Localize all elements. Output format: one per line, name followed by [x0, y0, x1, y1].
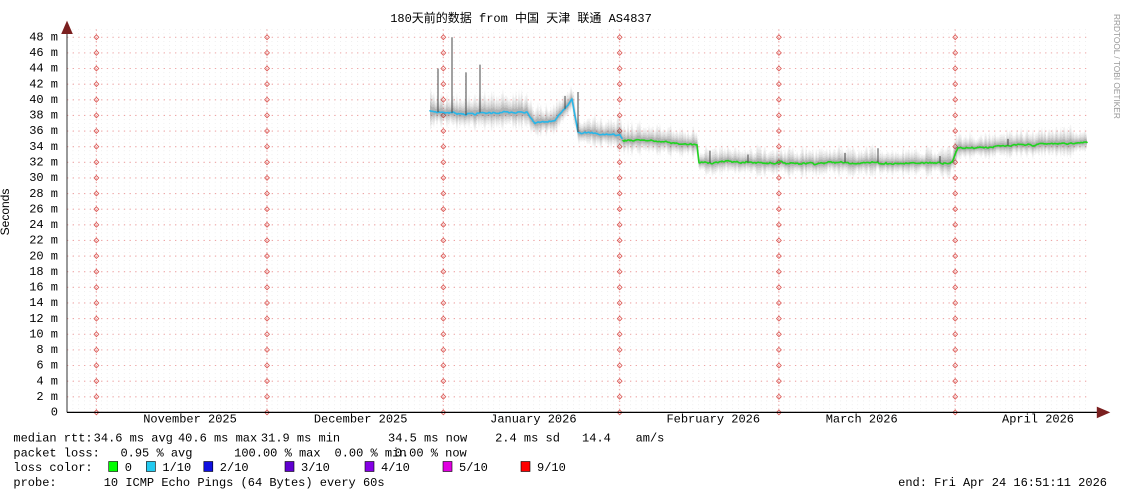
- svg-text:34.5 ms now: 34.5 ms now: [388, 432, 468, 446]
- svg-text:4 m: 4 m: [36, 374, 58, 388]
- svg-text:20 m: 20 m: [29, 249, 58, 263]
- svg-text:34 m: 34 m: [29, 140, 58, 154]
- svg-text:18 m: 18 m: [29, 265, 58, 279]
- svg-text:2 m: 2 m: [36, 390, 58, 404]
- svg-text:January 2026: January 2026: [490, 413, 576, 427]
- svg-text:42 m: 42 m: [29, 77, 58, 91]
- svg-text:0.95 % avg: 0.95 % avg: [120, 446, 192, 460]
- svg-text:RRDTOOL / TOBI OETIKER: RRDTOOL / TOBI OETIKER: [1112, 14, 1121, 119]
- svg-text:38 m: 38 m: [29, 109, 58, 123]
- svg-text:44 m: 44 m: [29, 62, 58, 76]
- svg-text:am/s: am/s: [636, 432, 665, 446]
- svg-text:November 2025: November 2025: [143, 413, 237, 427]
- svg-text:2.4 ms sd: 2.4 ms sd: [495, 432, 560, 446]
- svg-text:December 2025: December 2025: [314, 413, 408, 427]
- svg-text:0: 0: [125, 461, 132, 475]
- svg-text:12 m: 12 m: [29, 312, 58, 326]
- svg-text:26 m: 26 m: [29, 202, 58, 216]
- svg-text:0: 0: [51, 406, 58, 420]
- svg-text:probe:: probe:: [13, 476, 56, 490]
- svg-text:34.6 ms avg: 34.6 ms avg: [94, 432, 173, 446]
- svg-text:end: Fri Apr 24 16:51:11 2026: end: Fri Apr 24 16:51:11 2026: [898, 476, 1107, 490]
- svg-text:30 m: 30 m: [29, 171, 58, 185]
- svg-text:22 m: 22 m: [29, 234, 58, 248]
- svg-text:40 m: 40 m: [29, 93, 58, 107]
- svg-text:1/10: 1/10: [162, 461, 191, 475]
- svg-text:48 m: 48 m: [29, 30, 58, 44]
- svg-text:April 2026: April 2026: [1002, 413, 1074, 427]
- svg-text:March 2026: March 2026: [826, 413, 898, 427]
- svg-text:14.4: 14.4: [582, 432, 611, 446]
- svg-text:0.00 % now: 0.00 % now: [395, 446, 468, 460]
- svg-text:median rtt:: median rtt:: [13, 432, 92, 446]
- svg-text:100.00 % max: 100.00 % max: [234, 446, 320, 460]
- svg-text:loss color:: loss color:: [13, 461, 92, 475]
- svg-text:28 m: 28 m: [29, 187, 58, 201]
- svg-text:24 m: 24 m: [29, 218, 58, 232]
- svg-text:14 m: 14 m: [29, 296, 58, 310]
- svg-text:8 m: 8 m: [36, 343, 58, 357]
- svg-text:3/10: 3/10: [301, 461, 330, 475]
- svg-text:46 m: 46 m: [29, 46, 58, 60]
- svg-text:40.6 ms max: 40.6 ms max: [178, 432, 257, 446]
- svg-text:9/10: 9/10: [537, 461, 566, 475]
- svg-text:2/10: 2/10: [220, 461, 249, 475]
- svg-text:5/10: 5/10: [459, 461, 488, 475]
- svg-text:packet loss:: packet loss:: [13, 446, 99, 460]
- svg-text:180天前的数据 from 中国 天津 联通 AS4837: 180天前的数据 from 中国 天津 联通 AS4837: [390, 10, 652, 26]
- svg-text:16 m: 16 m: [29, 281, 58, 295]
- svg-text:31.9 ms min: 31.9 ms min: [261, 432, 340, 446]
- svg-text:36 m: 36 m: [29, 124, 58, 138]
- svg-text:Seconds: Seconds: [0, 189, 12, 236]
- svg-text:6 m: 6 m: [36, 359, 58, 373]
- svg-text:4/10: 4/10: [381, 461, 410, 475]
- svg-text:10 m: 10 m: [29, 327, 58, 341]
- svg-text:February 2026: February 2026: [666, 413, 760, 427]
- svg-text:32 m: 32 m: [29, 156, 58, 170]
- svg-text:10 ICMP Echo Pings (64 Bytes): 10 ICMP Echo Pings (64 Bytes) every 60s: [104, 476, 385, 490]
